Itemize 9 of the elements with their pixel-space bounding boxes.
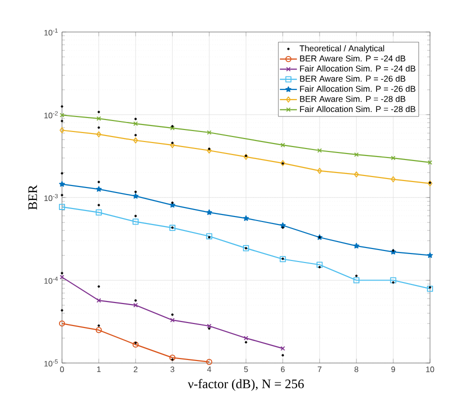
legend-label: Fair Allocation Sim. P = -24 dB <box>300 65 416 72</box>
legend-label: BER Aware Sim. P = -28 dB <box>300 96 406 102</box>
legend-label: BER Aware Sim. P = -26 dB <box>300 75 406 82</box>
legend-label: Fair Allocation Sim. P = -26 dB <box>300 86 416 92</box>
y-axis-title: BER <box>28 184 37 210</box>
legend-label: Fair Allocation Sim. P = -28 dB <box>300 106 416 112</box>
legend-label: Theoretical / Analytical <box>300 45 384 54</box>
x-axis-title: ν-factor (dB), N = 256 <box>188 379 304 391</box>
legend-label: BER Aware Sim. P = -24 dB <box>300 55 406 62</box>
